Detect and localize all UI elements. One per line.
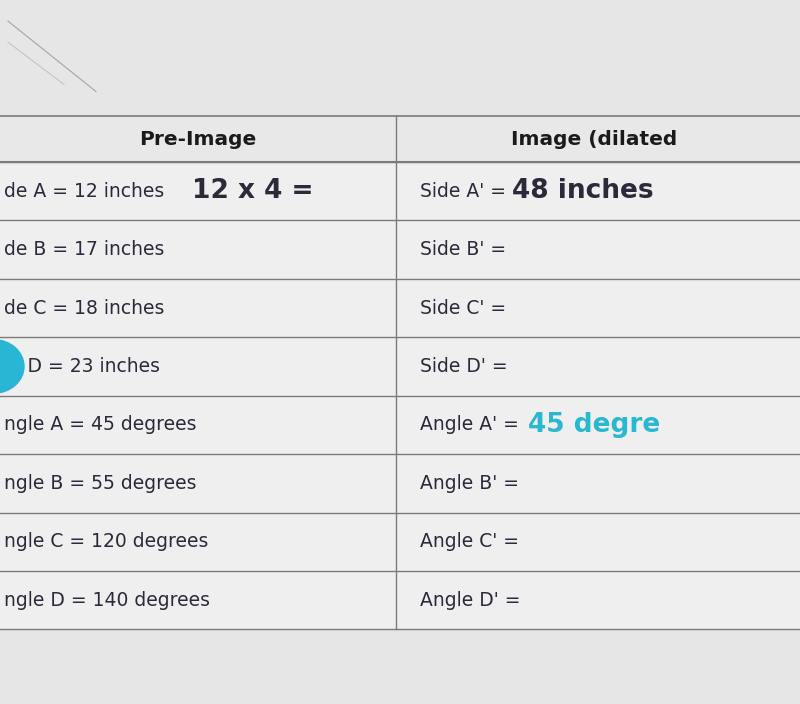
Text: Pre-Image: Pre-Image [139,130,257,149]
Text: 12 x 4 =: 12 x 4 = [192,178,314,204]
Text: de B = 17 inches: de B = 17 inches [4,240,164,259]
Bar [0,116,800,629]
Text: Side B' =: Side B' = [420,240,506,259]
Text: e D = 23 inches: e D = 23 inches [4,357,160,376]
Text: Angle A' =: Angle A' = [420,415,525,434]
Text: Side C' =: Side C' = [420,298,506,318]
Text: ngle C = 120 degrees: ngle C = 120 degrees [4,532,208,551]
Text: 45 degre: 45 degre [528,412,660,438]
Text: Angle B' =: Angle B' = [420,474,519,493]
Text: Side D' =: Side D' = [420,357,508,376]
Text: Angle D' =: Angle D' = [420,591,521,610]
Text: de C = 18 inches: de C = 18 inches [4,298,164,318]
Text: 48 inches: 48 inches [512,178,654,204]
Text: Angle C' =: Angle C' = [420,532,519,551]
Text: ngle B = 55 degrees: ngle B = 55 degrees [4,474,197,493]
Text: Image (dilated: Image (dilated [511,130,685,149]
Text: de A = 12 inches: de A = 12 inches [4,182,164,201]
Text: ngle A = 45 degrees: ngle A = 45 degrees [4,415,197,434]
Bar [0,116,800,162]
Text: ngle D = 140 degrees: ngle D = 140 degrees [4,591,210,610]
Circle shape [0,339,24,393]
Text: Side A' =: Side A' = [420,182,512,201]
